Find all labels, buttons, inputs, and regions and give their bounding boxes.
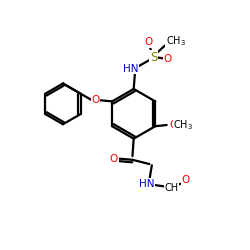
Text: O: O <box>144 37 152 47</box>
Text: HN: HN <box>123 64 138 74</box>
Text: CH$_3$: CH$_3$ <box>166 34 186 48</box>
Text: O: O <box>163 54 172 64</box>
Text: O: O <box>91 95 100 105</box>
Text: O: O <box>182 175 190 185</box>
Text: S: S <box>150 51 157 64</box>
Text: HN: HN <box>139 179 155 189</box>
Text: O: O <box>169 120 177 130</box>
Text: O: O <box>110 154 118 164</box>
Text: CH$_3$: CH$_3$ <box>173 118 193 132</box>
Text: CH: CH <box>164 183 178 193</box>
